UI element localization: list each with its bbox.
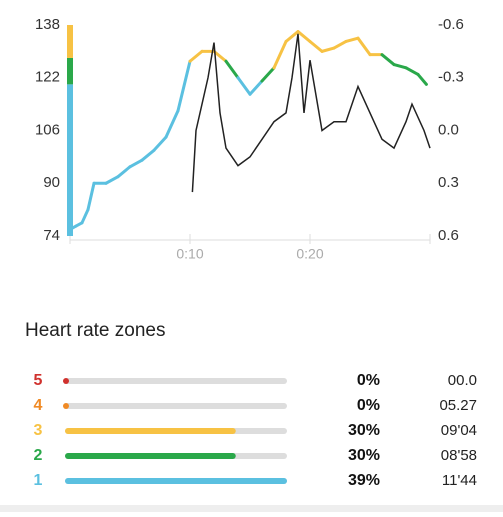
zone-time: 09'04 (441, 422, 477, 439)
hr-segment (416, 72, 428, 86)
hr-segment (344, 36, 360, 43)
zone-bar (63, 378, 69, 384)
y2-tick-label: 0.6 (438, 227, 459, 244)
y2-tick-label: -0.6 (438, 16, 464, 33)
hr-segment (272, 39, 288, 70)
hr-segment (320, 46, 336, 53)
x-tick-label: 0:20 (296, 246, 323, 262)
zone-number: 3 (34, 422, 43, 439)
zone-time: 11'44 (442, 472, 477, 489)
hr-segment (356, 36, 372, 57)
x-tick-label: 0:10 (176, 246, 203, 262)
hr-segment (176, 59, 192, 113)
y-tick-label: 138 (35, 16, 60, 33)
hr-segment (224, 59, 240, 80)
hr-segment (140, 148, 156, 162)
hr-segment (116, 165, 132, 179)
hr-segment (308, 39, 324, 53)
hr-segment (164, 109, 180, 139)
bottom-strip (0, 505, 503, 512)
zone-percent: 0% (357, 372, 380, 389)
y2-tick-label: -0.3 (438, 69, 464, 86)
zone-bar (63, 403, 69, 409)
hr-segment (404, 66, 420, 76)
zone-percent: 30% (348, 422, 380, 439)
zone-percent: 0% (357, 397, 380, 414)
hr-segment (248, 79, 264, 96)
y-tick-label: 106 (35, 121, 60, 138)
zone-number: 1 (34, 472, 43, 489)
hr-segment (284, 30, 300, 43)
zone-track (65, 378, 287, 384)
hr-segment (212, 49, 228, 63)
zone-band (67, 84, 73, 236)
zone-percent: 39% (348, 472, 380, 489)
zone-number: 2 (34, 447, 43, 464)
zone-band (67, 25, 73, 58)
zone-percent: 30% (348, 447, 380, 464)
zone-time: 00.0 (448, 372, 477, 389)
zone-bar (65, 453, 236, 459)
hr-segment (380, 53, 396, 67)
hr-segment (128, 158, 144, 169)
y-tick-label: 122 (35, 69, 60, 86)
hr-segment (332, 39, 348, 50)
zone-track (65, 403, 287, 409)
zone-band (67, 57, 73, 85)
hr-segment (392, 63, 408, 70)
hr-segment (296, 30, 312, 43)
hr-segment (80, 208, 90, 225)
y-tick-label: 74 (43, 227, 60, 244)
y-tick-label: 90 (43, 174, 60, 191)
hr-segment (236, 76, 252, 96)
hr-segment (260, 66, 276, 83)
hr-segment (104, 175, 120, 185)
zone-time: 08'58 (441, 447, 477, 464)
zone-number: 5 (34, 372, 43, 389)
y2-tick-label: 0.3 (438, 174, 459, 191)
hr-segment (86, 181, 96, 212)
line-series (191, 33, 431, 193)
zone-bar (65, 428, 236, 434)
zone-time: 05.27 (439, 397, 477, 414)
hr-segment (188, 49, 204, 63)
zone-number: 4 (34, 397, 43, 414)
y2-tick-label: 0.0 (438, 121, 459, 138)
hr-segment (152, 135, 168, 152)
zones-title: Heart rate zones (25, 320, 165, 341)
zone-bar (65, 478, 287, 484)
